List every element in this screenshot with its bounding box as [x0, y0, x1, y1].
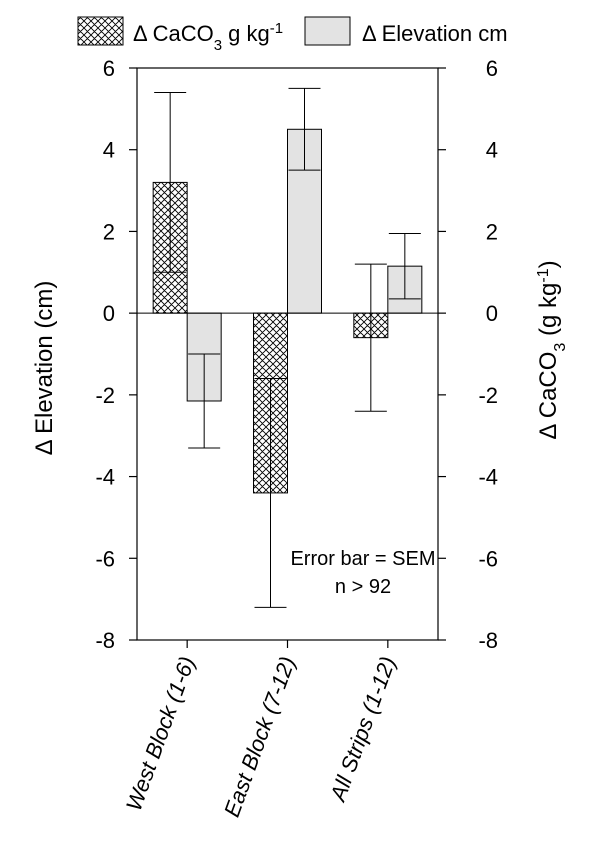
legend: Δ CaCO3 g kg-1 Δ Elevation cm — [77, 16, 508, 54]
annotation-line: Error bar = SEM — [290, 548, 435, 570]
y-tick-label-left: 2 — [103, 219, 115, 244]
y-tick-label-left: -8 — [95, 628, 115, 653]
legend-swatch-1 — [304, 16, 351, 46]
y-tick-label-right: 4 — [486, 138, 498, 163]
y-tick-label-left: 6 — [103, 56, 115, 81]
y-axis-label-right: Δ CaCO3 (g kg-1) — [535, 260, 569, 439]
y-tick-label-left: -2 — [95, 383, 115, 408]
y-tick-label-right: 0 — [486, 301, 498, 326]
y-tick-label-left: 4 — [103, 138, 115, 163]
y-axis-label-left: Δ Elevation (cm) — [31, 281, 58, 456]
y-tick-label-right: -6 — [478, 546, 498, 571]
y-tick-label-left: -4 — [95, 465, 115, 490]
annotation: Error bar = SEM n > 92 — [290, 548, 435, 598]
annotation-line: n > 92 — [335, 576, 391, 598]
y-tick-label-left: 0 — [103, 301, 115, 326]
x-tick-label: All Strips (1-12) — [325, 653, 401, 806]
y-tick-label-left: -6 — [95, 546, 115, 571]
legend-label-0: Δ CaCO3 g kg-1 — [133, 20, 283, 54]
y-tick-label-right: -8 — [478, 628, 498, 653]
legend-label-1: Δ Elevation cm — [362, 21, 508, 46]
y-tick-label-right: 2 — [486, 219, 498, 244]
x-tick-label: East Block (7-12) — [219, 653, 300, 820]
plot-area — [137, 87, 438, 608]
y-tick-label-right: -4 — [478, 465, 498, 490]
x-tick-label: West Block (1-6) — [121, 653, 200, 814]
legend-swatch-0 — [77, 16, 124, 46]
y-tick-label-right: -2 — [478, 383, 498, 408]
y-tick-label-right: 6 — [486, 56, 498, 81]
